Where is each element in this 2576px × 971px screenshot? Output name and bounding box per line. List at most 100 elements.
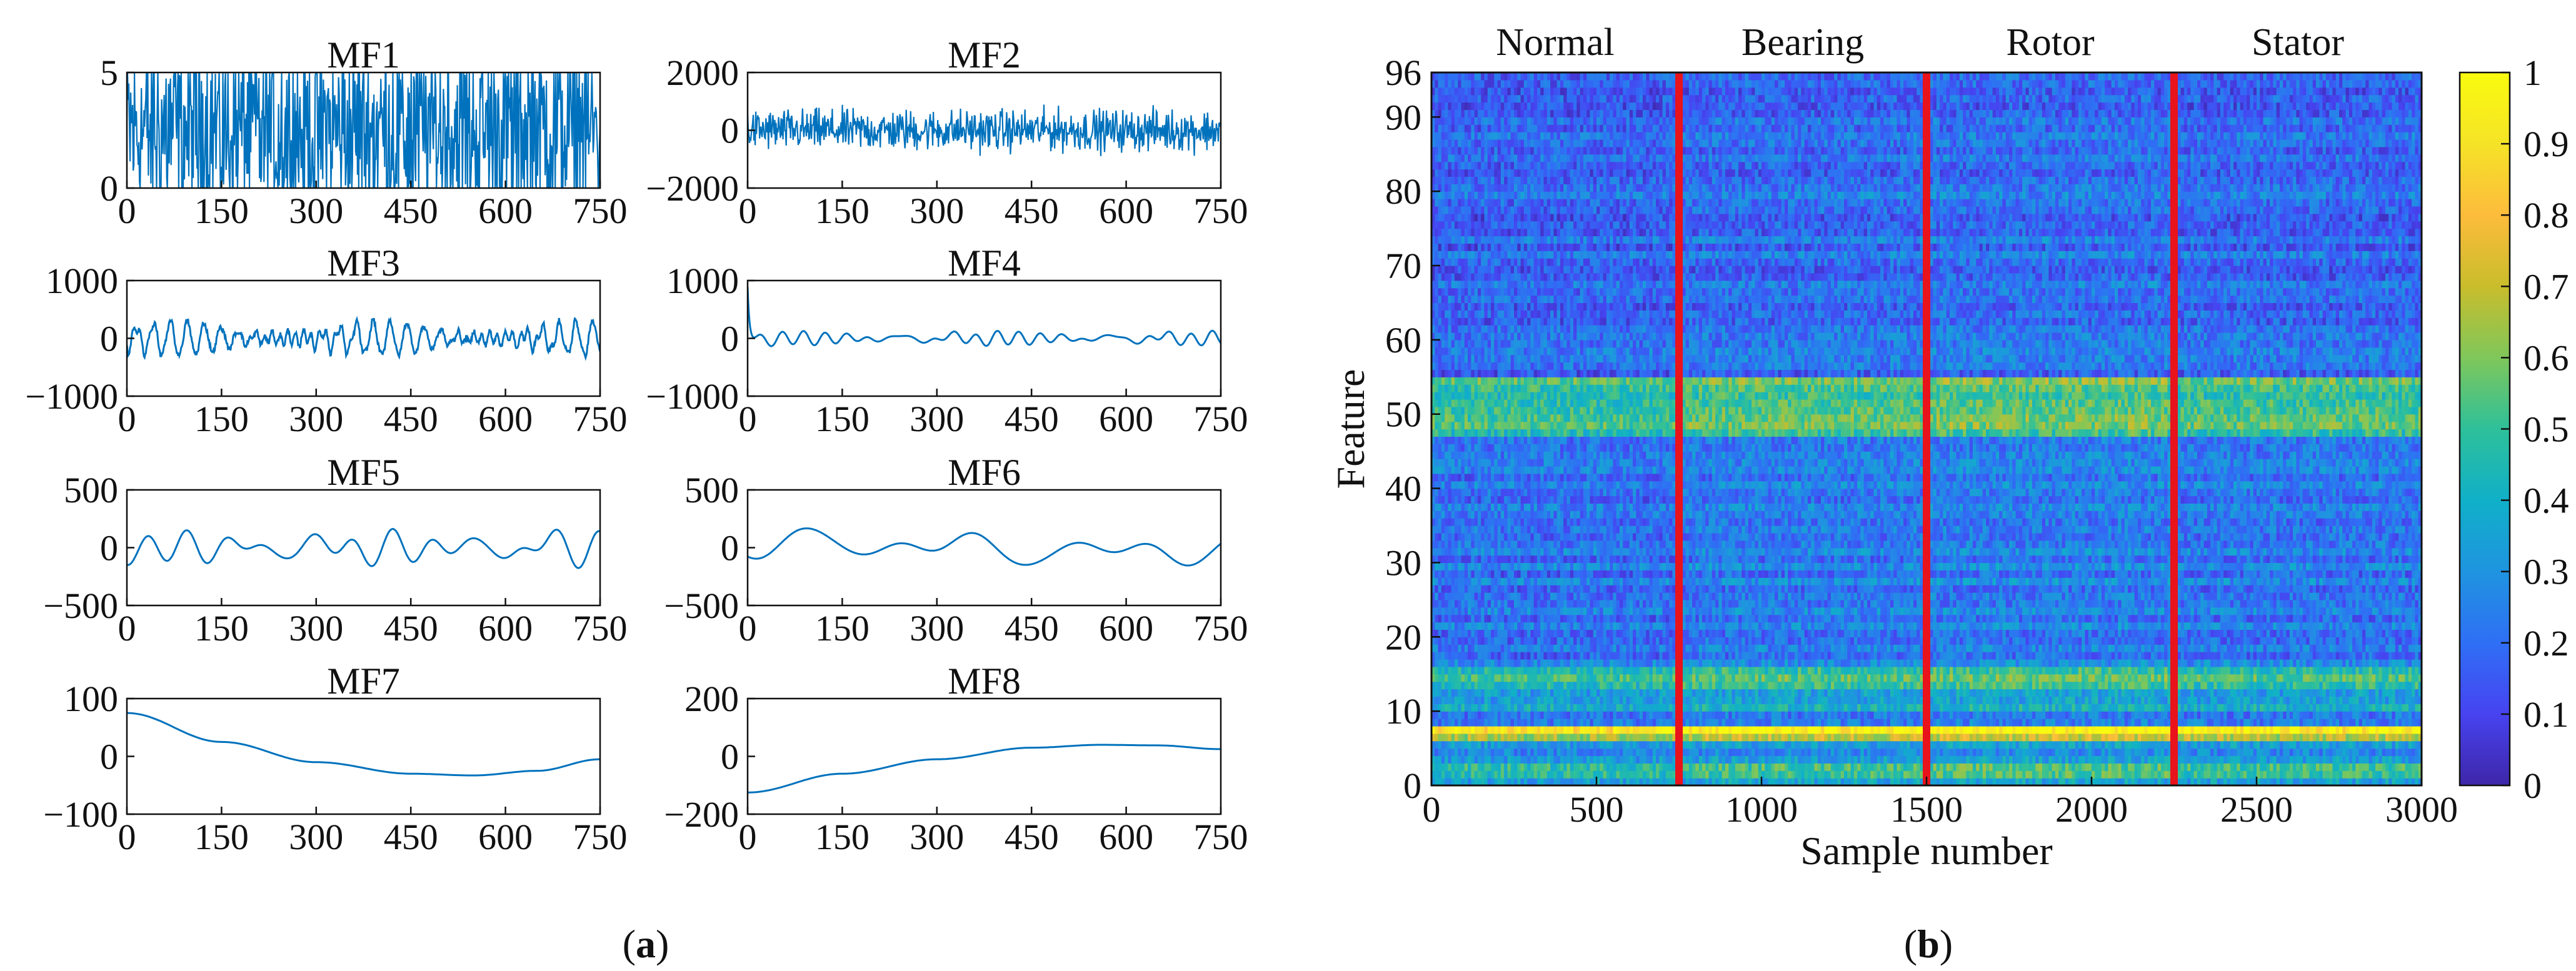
heatmap-cell [2293,748,2297,757]
heatmap-cell [2062,778,2066,786]
heatmap-cell [2075,755,2079,764]
heatmap-cell [2121,725,2125,734]
heatmap-cell [2227,748,2231,757]
heatmap-cell [2365,770,2370,779]
heatmap-cell [1573,681,1577,690]
heatmap-cell [1976,704,1980,712]
heatmap-cell [1454,763,1458,771]
heatmap-cell [1514,725,1518,734]
heatmap-cell [1590,674,1594,682]
heatmap-cell [1732,666,1736,675]
heatmap-cell [2055,748,2059,757]
heatmap-cell [2319,733,2323,742]
heatmap-cell [2257,733,2260,742]
heatmap-cell [2253,681,2257,690]
heatmap-cell [1590,725,1594,734]
heatmap-cell [1900,748,1904,757]
heatmap-cell [1583,755,1587,764]
heatmap-cell [2306,674,2310,682]
heatmap-cell [1880,719,1884,727]
heatmap-cell [2415,704,2419,712]
heatmap-cell [1827,755,1832,764]
heatmap-cell [1623,748,1627,757]
heatmap-cell [1649,725,1653,734]
heatmap-cell [1656,755,1660,764]
heatmap-cell [1477,740,1481,749]
heatmap-cell [1718,704,1723,712]
heatmap-cell [1494,719,1498,727]
heatmap-cell [2352,725,2356,734]
heatmap-cell [1705,755,1710,764]
heatmap-cell [2398,689,2402,697]
heatmap-cell [2309,740,2313,749]
heatmap-cell [1982,778,1987,786]
heatmap-cell [1798,763,1802,771]
heatmap-cell [1873,711,1878,719]
heatmap-cell [2005,755,2010,764]
heatmap-cell [1606,719,1610,727]
heatmap-cell [1629,696,1633,704]
heatmap-cell [2042,696,2046,704]
heatmap-cell [1586,755,1591,764]
heatmap-cell [2118,763,2122,771]
heatmap-cell [2345,733,2350,742]
heatmap-cell [2164,748,2168,757]
heatmap-cell [1946,711,1950,719]
heatmap-cell [1834,725,1838,734]
heatmap-cell [2002,763,2007,771]
heatmap-cell [2240,681,2244,690]
heatmap-cell [1646,719,1650,727]
heatmap-cell [1771,740,1775,749]
heatmap-cell [1857,748,1861,757]
heatmap-cell [1979,681,1983,690]
heatmap-cell [1629,711,1633,719]
heatmap-cell [1758,748,1762,757]
heatmap-cell [1890,674,1894,682]
heatmap-cell [1840,704,1845,712]
heatmap-cell [1956,719,1960,727]
heatmap-cell [2141,725,2145,734]
heatmap-cell [2154,725,2158,734]
heatmap-cell [2160,733,2165,742]
heatmap-cell [1639,755,1643,764]
heatmap-cell [1586,704,1591,712]
heatmap-cell [2213,666,2218,675]
heatmap-cell [1781,719,1785,727]
heatmap-cell [2368,666,2373,675]
heatmap-cell [2378,755,2383,764]
heatmap-cell [2005,704,2010,712]
heatmap-cell [1705,778,1710,786]
heatmap-cell [2065,666,2069,675]
heatmap-cell [1438,770,1442,779]
heatmap-row-11 [1431,696,2422,704]
heatmap-cell [1514,711,1518,719]
heatmap-cell [1752,740,1756,749]
heatmap-cell [1556,681,1561,690]
heatmap-cell [2058,674,2063,682]
heatmap-cell [2193,778,2198,786]
heatmap-cell [2405,666,2409,675]
heatmap-cell [2375,719,2379,727]
heatmap-cell [1867,778,1871,786]
heatmap-cell [1610,674,1613,682]
heatmap-cell [1755,681,1759,690]
heatmap-cell [2299,704,2303,712]
heatmap-cell [2002,719,2007,727]
heatmap-cell [2286,696,2290,704]
heatmap-cell [1837,740,1842,749]
heatmap-cell [2002,770,2007,779]
heatmap-cell [2293,740,2297,749]
heatmap-cell [1715,755,1719,764]
heatmap-cell [1523,681,1528,690]
heatmap-cell [1563,733,1568,742]
heatmap-cell [1847,770,1852,779]
heatmap-cell [1487,725,1491,734]
heatmap-cell [2392,748,2396,757]
heatmap-cell [1735,711,1739,719]
heatmap-cell [1725,770,1729,779]
heatmap-cell [1959,666,1963,675]
heatmap-cell [1484,719,1488,727]
heatmap-cell [2045,770,2049,779]
heatmap-cell [1705,763,1710,771]
heatmap-cell [1606,740,1610,749]
